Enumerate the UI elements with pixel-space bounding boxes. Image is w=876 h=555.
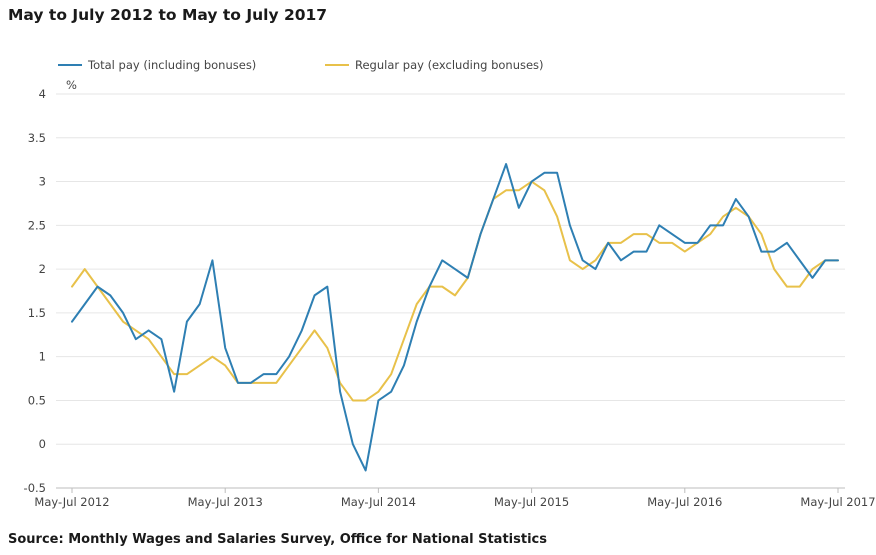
y-tick-label: 2.5 — [28, 218, 46, 232]
x-tick-label: May-Jul 2014 — [341, 495, 416, 509]
legend-label: Regular pay (excluding bonuses) — [355, 58, 544, 72]
y-tick-label: 3.5 — [28, 131, 46, 145]
x-tick-label: May-Jul 2013 — [188, 495, 263, 509]
series-line-total-pay — [71, 163, 839, 472]
y-tick-label: 1.5 — [28, 306, 46, 320]
x-axis-ticks: May-Jul 2012 May-Jul 2013 May-Jul 2014 May-… — [34, 488, 876, 509]
y-tick-label: 0.5 — [28, 393, 46, 407]
y-tick-label: 4 — [39, 87, 46, 101]
legend: Total pay (including bonuses) Regular pay… — [58, 58, 544, 72]
gridlines — [56, 93, 845, 489]
y-tick-label: -0.5 — [24, 481, 46, 495]
legend-label: Total pay (including bonuses) — [87, 58, 256, 72]
x-tick-label: May-Jul 2016 — [647, 495, 722, 509]
y-axis-ticks: 4 3.5 3 2.5 2 1.5 1 0.5 0 -0.5 — [24, 87, 46, 495]
x-tick-label: May-Jul 2017 — [800, 495, 875, 509]
y-tick-label: 0 — [39, 437, 46, 451]
y-tick-label: 2 — [39, 262, 46, 276]
series-lines — [71, 163, 839, 472]
y-tick-label: 3 — [39, 175, 46, 189]
source-note: Source: Monthly Wages and Salaries Surve… — [8, 532, 547, 547]
x-tick-label: May-Jul 2015 — [494, 495, 569, 509]
y-tick-label: 1 — [39, 350, 46, 364]
chart-title: May to July 2012 to May to July 2017 — [8, 6, 328, 24]
series-line-regular-pay — [71, 180, 839, 402]
x-tick-label: May-Jul 2012 — [34, 495, 109, 509]
y-axis-unit-label: % — [66, 78, 77, 92]
